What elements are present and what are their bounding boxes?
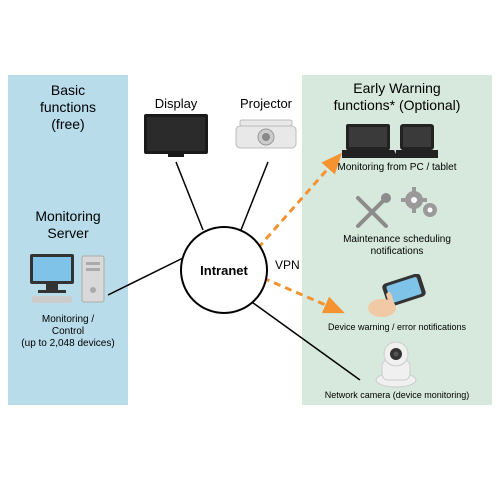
monitoring-sub3: (up to 2,048 devices)	[8, 338, 128, 350]
early-title-line1: Early Warning	[302, 80, 492, 97]
network-camera-label: Network camera (device monitoring)	[302, 390, 492, 401]
projector-icon	[234, 118, 298, 158]
monitoring-server-title1: Monitoring	[8, 208, 128, 225]
display-icon	[144, 114, 208, 158]
monitoring-server-title: Monitoring Server	[8, 208, 128, 242]
projector-label: Projector	[226, 96, 306, 112]
monitoring-server-subtitle: Monitoring / Control (up to 2,048 device…	[8, 314, 128, 350]
maintenance-icon	[352, 184, 442, 232]
network-camera-icon	[368, 340, 424, 388]
early-title-line2: functions* (Optional)	[302, 97, 492, 114]
intranet-label: Intranet	[200, 263, 248, 278]
basic-title-line3: (free)	[8, 116, 128, 133]
display-label: Display	[140, 96, 212, 112]
monitoring-server-icon	[26, 250, 110, 310]
device-warning-icon	[360, 274, 430, 322]
monitoring-sub1: Monitoring /	[8, 314, 128, 326]
monitoring-sub2: Control	[8, 326, 128, 338]
maintenance-label2: notifications	[302, 246, 492, 258]
basic-functions-title: Basic functions (free)	[8, 82, 128, 132]
basic-title-line1: Basic	[8, 82, 128, 99]
intranet-node: Intranet	[180, 226, 268, 314]
basic-title-line2: functions	[8, 99, 128, 116]
early-warning-title: Early Warning functions* (Optional)	[302, 80, 492, 114]
monitoring-server-title2: Server	[8, 225, 128, 242]
maintenance-label: Maintenance scheduling notifications	[302, 234, 492, 258]
diagram-canvas: Basic functions (free) Early Warning fun…	[0, 0, 500, 500]
maintenance-label1: Maintenance scheduling	[302, 234, 492, 246]
pc-tablet-label: Monitoring from PC / tablet	[302, 162, 492, 174]
pc-tablet-icon	[342, 120, 438, 160]
device-warning-label: Device warning / error notifications	[302, 322, 492, 333]
vpn-label: VPN	[275, 258, 300, 272]
